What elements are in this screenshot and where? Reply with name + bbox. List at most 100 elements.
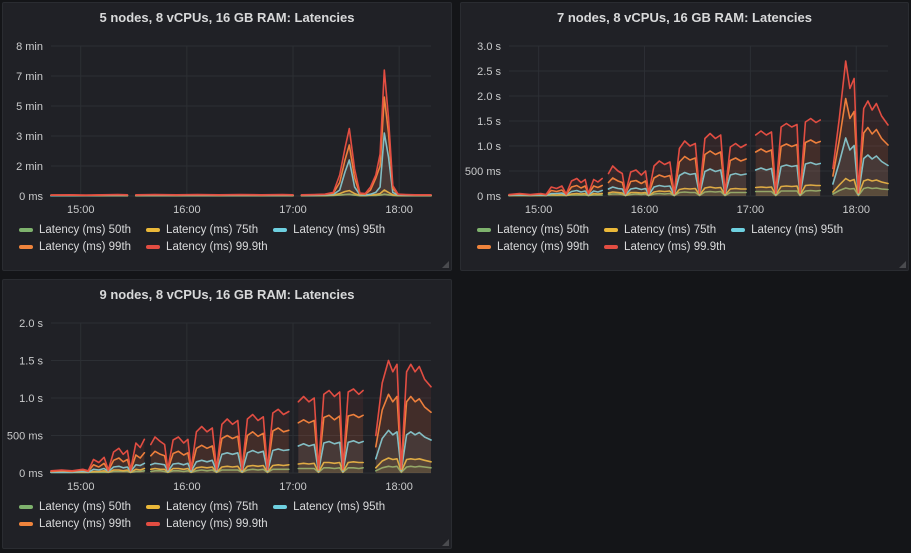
legend: Latency (ms) 50th Latency (ms) 75th Latenc… [3, 222, 451, 253]
legend-series-dash [146, 228, 161, 232]
legend-series-label: Latency (ms) 50th [39, 224, 132, 236]
legend-item-latency-99th[interactable]: Latency (ms) 99th [477, 241, 589, 253]
y-tick-label: 2.0 s [19, 318, 43, 330]
legend-item-latency-99th[interactable]: Latency (ms) 99th [19, 241, 131, 253]
latency-chart[interactable]: 0 ms 2 min 3 min 5 min 7 min 8 min 15:00 16:00 1… [3, 34, 451, 222]
panel-5-nodes-latencies: 5 nodes, 8 vCPUs, 16 GB RAM: Latencies 0… [2, 2, 452, 271]
x-tick-label: 15:00 [67, 481, 95, 493]
y-tick-label: 1.5 s [19, 356, 43, 368]
y-tick-label: 2.0 s [477, 91, 501, 103]
y-tick-label: 0 ms [19, 191, 43, 203]
panel-resize-handle[interactable] [442, 261, 449, 268]
latency-chart[interactable]: 0 ms 500 ms 1.0 s 1.5 s 2.0 s 15:00 16:00 17:00… [3, 311, 451, 499]
legend-item-latency-99.9th[interactable]: Latency (ms) 99.9th [146, 518, 268, 530]
y-tick-label: 500 ms [7, 431, 44, 443]
grid-lines [51, 45, 431, 197]
legend-series-label: Latency (ms) 95th [293, 224, 386, 236]
x-tick-label: 17:00 [279, 481, 307, 493]
panel-resize-handle[interactable] [899, 261, 906, 268]
legend-series-label: Latency (ms) 75th [624, 224, 717, 236]
y-tick-label: 1.0 s [477, 141, 501, 153]
y-axis-labels: 0 ms 500 ms 1.0 s 1.5 s 2.0 s 2.5 s 3.0 s [465, 41, 502, 203]
legend-item-latency-50th[interactable]: Latency (ms) 50th [19, 501, 131, 513]
legend-series-label: Latency (ms) 95th [751, 224, 844, 236]
y-tick-label: 0 ms [477, 191, 501, 203]
legend-series-dash [604, 228, 619, 232]
legend-series-dash [146, 522, 161, 526]
panel-title[interactable]: 9 nodes, 8 vCPUs, 16 GB RAM: Latencies [99, 287, 355, 302]
legend-series-dash [146, 505, 161, 509]
x-tick-label: 18:00 [385, 204, 413, 216]
legend-series-dash [477, 245, 491, 249]
y-tick-label: 1.5 s [477, 116, 501, 128]
x-tick-label: 16:00 [173, 204, 201, 216]
panel-resize-handle[interactable] [442, 539, 449, 546]
legend-series-label: Latency (ms) 99th [39, 518, 132, 530]
legend-series-label: Latency (ms) 99th [497, 241, 590, 253]
legend-series-label: Latency (ms) 95th [293, 501, 386, 513]
legend-series-label: Latency (ms) 99.9th [166, 518, 268, 530]
y-tick-label: 0 ms [19, 468, 43, 480]
legend-series-label: Latency (ms) 99th [39, 241, 132, 253]
legend-item-latency-95th[interactable]: Latency (ms) 95th [273, 501, 385, 513]
x-axis-labels: 15:00 16:00 17:00 18:00 [525, 204, 870, 216]
y-tick-label: 2.5 s [477, 66, 501, 78]
legend-series-dash [19, 522, 33, 526]
y-axis-labels: 0 ms 2 min 3 min 5 min 7 min 8 min [16, 41, 43, 203]
y-tick-label: 2 min [16, 161, 43, 173]
x-tick-label: 17:00 [737, 204, 765, 216]
legend-row-2: Latency (ms) 99th Latency (ms) 99.9th [19, 241, 447, 253]
legend-series-dash [273, 505, 288, 509]
legend-series-dash [19, 228, 33, 232]
series-99th [50, 393, 432, 473]
legend-row-2: Latency (ms) 99th Latency (ms) 99.9th [19, 518, 447, 530]
x-tick-label: 16:00 [173, 481, 201, 493]
x-tick-label: 15:00 [67, 204, 95, 216]
x-axis-labels: 15:00 16:00 17:00 18:00 [67, 481, 413, 493]
legend-item-latency-95th[interactable]: Latency (ms) 95th [273, 224, 385, 236]
series-95th [50, 429, 432, 474]
y-tick-label: 3 min [16, 131, 43, 143]
legend-item-latency-99th[interactable]: Latency (ms) 99th [19, 518, 131, 530]
latency-chart[interactable]: 0 ms 500 ms 1.0 s 1.5 s 2.0 s 2.5 s 3.0 s 15:00… [461, 34, 908, 222]
chart-svg[interactable]: 0 ms 500 ms 1.0 s 1.5 s 2.0 s 15:00 16:00 17:00… [3, 311, 451, 499]
y-tick-label: 500 ms [465, 166, 502, 178]
legend-item-latency-95th[interactable]: Latency (ms) 95th [731, 224, 843, 236]
legend-row-1: Latency (ms) 50th Latency (ms) 75th Latenc… [19, 224, 447, 236]
x-tick-label: 18:00 [385, 481, 413, 493]
y-tick-label: 7 min [16, 71, 43, 83]
legend-item-latency-99.9th[interactable]: Latency (ms) 99.9th [604, 241, 726, 253]
legend-series-dash [19, 505, 33, 509]
legend-row-2: Latency (ms) 99th Latency (ms) 99.9th [477, 241, 904, 253]
series-99.9th [508, 60, 889, 196]
legend-series-label: Latency (ms) 99.9th [166, 241, 268, 253]
series-99.9th [50, 69, 432, 196]
y-tick-label: 3.0 s [477, 41, 501, 53]
panel-title[interactable]: 5 nodes, 8 vCPUs, 16 GB RAM: Latencies [99, 10, 355, 25]
y-tick-label: 1.0 s [19, 393, 43, 405]
chart-svg[interactable]: 0 ms 500 ms 1.0 s 1.5 s 2.0 s 2.5 s 3.0 s 15:00… [461, 34, 908, 222]
x-tick-label: 15:00 [525, 204, 553, 216]
legend-item-latency-75th[interactable]: Latency (ms) 75th [146, 501, 258, 513]
legend-item-latency-50th[interactable]: Latency (ms) 50th [477, 224, 589, 236]
panel-9-nodes-latencies: 9 nodes, 8 vCPUs, 16 GB RAM: Latencies 0… [2, 279, 452, 549]
x-tick-label: 18:00 [842, 204, 870, 216]
legend-item-latency-50th[interactable]: Latency (ms) 50th [19, 224, 131, 236]
legend-series-label: Latency (ms) 99.9th [624, 241, 726, 253]
legend-item-latency-75th[interactable]: Latency (ms) 75th [604, 224, 716, 236]
panel-title[interactable]: 7 nodes, 8 vCPUs, 16 GB RAM: Latencies [556, 10, 813, 25]
x-tick-label: 16:00 [631, 204, 659, 216]
series-99.9th [50, 359, 432, 473]
y-axis-labels: 0 ms 500 ms 1.0 s 1.5 s 2.0 s [7, 318, 44, 480]
legend: Latency (ms) 50th Latency (ms) 75th Latenc… [461, 222, 908, 253]
x-axis-labels: 15:00 16:00 17:00 18:00 [67, 204, 413, 216]
series-75th [50, 457, 432, 474]
legend-series-label: Latency (ms) 75th [166, 501, 259, 513]
legend-item-latency-99.9th[interactable]: Latency (ms) 99.9th [146, 241, 268, 253]
legend-item-latency-75th[interactable]: Latency (ms) 75th [146, 224, 258, 236]
legend-series-dash [477, 228, 491, 232]
panel-7-nodes-latencies: 7 nodes, 8 vCPUs, 16 GB RAM: Latencies 0… [460, 2, 909, 271]
legend-row-1: Latency (ms) 50th Latency (ms) 75th Latenc… [477, 224, 904, 236]
y-tick-label: 8 min [16, 41, 43, 53]
